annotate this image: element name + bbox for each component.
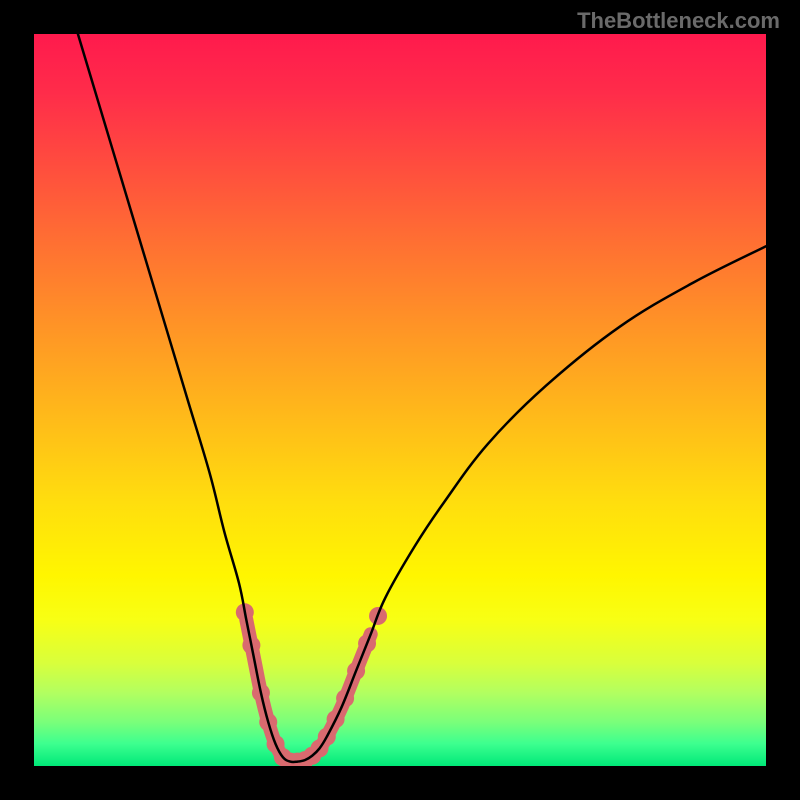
plot-area xyxy=(34,34,766,766)
stage: TheBottleneck.com xyxy=(0,0,800,800)
watermark-text: TheBottleneck.com xyxy=(577,8,780,34)
curve-layer xyxy=(34,34,766,766)
bottleneck-curve xyxy=(78,34,766,762)
